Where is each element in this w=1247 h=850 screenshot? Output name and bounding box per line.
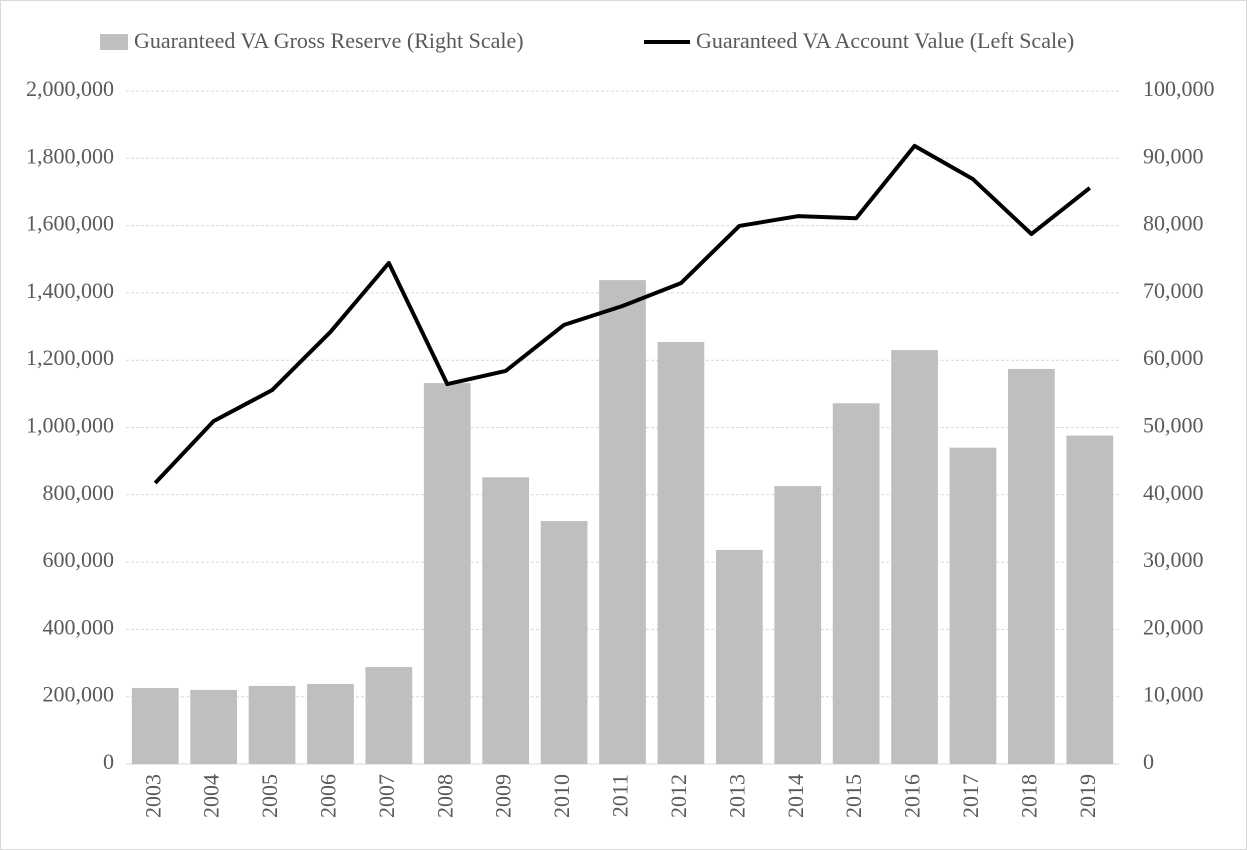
bar [131, 687, 179, 764]
bar [190, 689, 237, 764]
y2-tick-label: 50,000 [1143, 413, 1204, 438]
bar [423, 383, 471, 764]
y-tick-label: 1,800,000 [26, 143, 114, 168]
y-tick-label: 400,000 [43, 614, 115, 639]
x-tick-label: 2016 [900, 774, 925, 818]
x-tick-label: 2017 [958, 774, 983, 818]
bar [248, 685, 296, 764]
bar [482, 477, 530, 764]
x-tick-label: 2012 [666, 774, 691, 818]
bar [774, 486, 822, 764]
bar [540, 521, 588, 764]
bar [657, 342, 705, 764]
bar [949, 447, 997, 764]
y2-tick-label: 90,000 [1143, 143, 1204, 168]
x-tick-label: 2015 [841, 774, 866, 818]
bar [1008, 368, 1055, 764]
y2-tick-label: 70,000 [1143, 278, 1204, 303]
y-tick-label: 600,000 [43, 547, 115, 572]
bar [365, 667, 413, 764]
y2-tick-label: 0 [1143, 749, 1154, 774]
y-tick-label: 1,400,000 [26, 278, 114, 303]
x-tick-label: 2008 [432, 774, 457, 818]
x-tick-label: 2007 [374, 774, 399, 818]
x-tick-label: 2005 [257, 774, 282, 818]
bar [891, 350, 938, 764]
y-tick-label: 1,000,000 [26, 413, 114, 438]
x-tick-label: 2014 [783, 774, 808, 818]
y-tick-label: 0 [103, 749, 114, 774]
y2-tick-label: 100,000 [1143, 76, 1215, 101]
legend-label: Guaranteed VA Account Value (Left Scale) [696, 28, 1074, 53]
line [153, 143, 1092, 485]
bar [599, 280, 646, 764]
y-tick-label: 1,200,000 [26, 345, 114, 370]
x-tick-label: 2009 [491, 774, 516, 818]
legend-swatch [100, 34, 128, 50]
y2-tick-label: 30,000 [1143, 547, 1204, 572]
y-tick-label: 1,600,000 [26, 211, 114, 236]
bar [307, 683, 354, 764]
x-tick-label: 2006 [315, 774, 340, 818]
y-tick-label: 800,000 [43, 480, 115, 505]
x-tick-label: 2018 [1016, 774, 1041, 818]
y-tick-label: 2,000,000 [26, 76, 114, 101]
x-tick-label: 2003 [140, 774, 165, 818]
x-tick-label: 2019 [1075, 774, 1100, 818]
bar [1066, 435, 1114, 764]
y2-tick-label: 60,000 [1143, 345, 1204, 370]
y-tick-label: 200,000 [43, 682, 115, 707]
y2-tick-label: 20,000 [1143, 614, 1204, 639]
y2-tick-label: 10,000 [1143, 682, 1204, 707]
x-tick-label: 2013 [724, 774, 749, 818]
y2-tick-label: 80,000 [1143, 211, 1204, 236]
bar [832, 403, 880, 764]
bar [715, 549, 763, 764]
y2-tick-label: 40,000 [1143, 480, 1204, 505]
x-tick-label: 2011 [608, 774, 633, 817]
legend-label: Guaranteed VA Gross Reserve (Right Scale… [134, 28, 524, 53]
x-tick-label: 2010 [549, 774, 574, 818]
x-tick-label: 2004 [199, 774, 224, 818]
